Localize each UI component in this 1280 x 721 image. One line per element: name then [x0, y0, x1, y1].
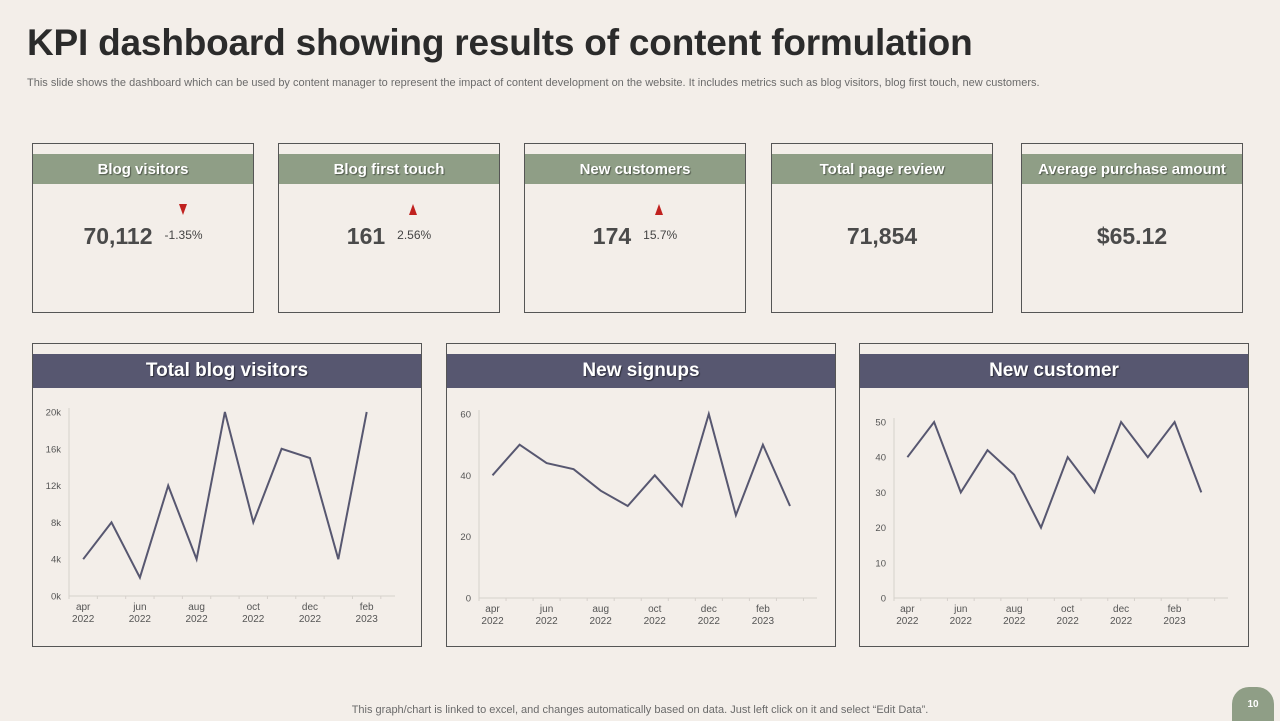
kpi-value: 71,854 [847, 223, 917, 250]
kpi-value: $65.12 [1097, 223, 1167, 250]
kpi-delta: -1.35% [165, 228, 203, 242]
x-tick-label: feb [1168, 604, 1182, 615]
x-tick-label-year: 2023 [356, 614, 379, 625]
x-tick-label-year: 2022 [1003, 616, 1026, 627]
kpi-label: New customers [525, 154, 745, 184]
kpi-delta: 2.56% [397, 228, 431, 242]
kpi-delta-text: 2.56% [397, 228, 431, 242]
x-tick-label: jun [539, 604, 553, 615]
page-number: 10 [1232, 687, 1274, 721]
y-tick-label: 4k [51, 555, 61, 566]
y-tick-label: 20k [46, 408, 62, 419]
x-tick-label: dec [701, 604, 717, 615]
y-tick-label: 60 [460, 410, 471, 421]
x-tick-label-year: 2023 [752, 616, 775, 627]
trend-down-icon [179, 204, 187, 215]
x-tick-label-year: 2022 [644, 616, 667, 627]
kpi-value: 174 [593, 223, 631, 250]
slide-title: KPI dashboard showing results of content… [27, 22, 972, 64]
x-tick-label: aug [592, 604, 609, 615]
x-tick-label: dec [302, 602, 318, 613]
x-tick-label-year: 2022 [185, 614, 208, 625]
slide-subtitle: This slide shows the dashboard which can… [27, 77, 1257, 89]
y-tick-label: 8k [51, 518, 61, 529]
x-tick-label: jun [132, 602, 146, 613]
y-tick-label: 20 [875, 523, 886, 534]
y-tick-label: 0 [881, 594, 886, 605]
y-tick-label: 50 [875, 418, 886, 429]
kpi-label: Total page review [772, 154, 992, 184]
kpi-label: Blog first touch [279, 154, 499, 184]
kpi-card-blog-first-touch: Blog first touch 161 2.56% [278, 143, 500, 313]
x-tick-label: oct [247, 602, 261, 613]
x-tick-label-year: 2022 [242, 614, 265, 625]
x-tick-label: aug [1006, 604, 1023, 615]
kpi-card-total-page-review: Total page review 71,854 [771, 143, 993, 313]
kpi-delta-text: 15.7% [643, 228, 677, 242]
x-tick-label: feb [756, 604, 770, 615]
y-tick-label: 0k [51, 592, 61, 603]
x-tick-label: apr [900, 604, 915, 615]
y-tick-label: 40 [875, 453, 886, 464]
x-tick-label: oct [648, 604, 662, 615]
kpi-delta: 15.7% [643, 228, 677, 242]
kpi-label: Average purchase amount [1022, 154, 1242, 184]
x-tick-label: oct [1061, 604, 1075, 615]
x-tick-label-year: 2022 [950, 616, 973, 627]
x-tick-label-year: 2022 [129, 614, 152, 625]
x-tick-label: jun [953, 604, 967, 615]
kpi-delta-text: -1.35% [165, 228, 203, 242]
x-tick-label-year: 2022 [299, 614, 322, 625]
y-tick-label: 30 [875, 488, 886, 499]
x-tick-label-year: 2022 [1110, 616, 1133, 627]
x-tick-label-year: 2022 [535, 616, 558, 627]
trend-up-icon [655, 204, 663, 215]
kpi-card-new-customers: New customers 174 15.7% [524, 143, 746, 313]
series-line [83, 412, 367, 578]
y-tick-label: 40 [460, 471, 471, 482]
y-tick-label: 16k [46, 444, 62, 455]
x-tick-label-year: 2022 [1057, 616, 1080, 627]
y-tick-label: 20 [460, 532, 471, 543]
kpi-card-average-purchase-amount: Average purchase amount $65.12 [1021, 143, 1243, 313]
x-tick-label: aug [188, 602, 205, 613]
y-tick-label: 10 [875, 558, 886, 569]
x-tick-label-year: 2022 [481, 616, 504, 627]
trend-up-icon [409, 204, 417, 215]
y-tick-label: 12k [46, 481, 62, 492]
x-tick-label: feb [360, 602, 374, 613]
x-tick-label-year: 2022 [698, 616, 721, 627]
kpi-value: 161 [347, 223, 385, 250]
footer-note: This graph/chart is linked to excel, and… [0, 704, 1280, 716]
x-tick-label: apr [76, 602, 91, 613]
line-chart-new-customer: 01020304050apr2022jun2022aug2022oct2022d… [860, 344, 1248, 646]
x-tick-label-year: 2022 [896, 616, 919, 627]
x-tick-label-year: 2022 [590, 616, 613, 627]
y-tick-label: 0 [466, 594, 471, 605]
line-chart-new-signups: 0204060apr2022jun2022aug2022oct2022dec20… [447, 344, 835, 646]
x-tick-label-year: 2022 [72, 614, 95, 625]
x-tick-label: dec [1113, 604, 1129, 615]
kpi-label: Blog visitors [33, 154, 253, 184]
series-line [907, 422, 1201, 528]
x-tick-label: apr [485, 604, 500, 615]
series-line [493, 414, 791, 515]
x-tick-label-year: 2023 [1163, 616, 1186, 627]
kpi-value: 70,112 [83, 223, 152, 250]
line-chart-total-blog-visitors: 0k4k8k12k16k20kapr2022jun2022aug2022oct2… [33, 344, 421, 646]
kpi-card-blog-visitors: Blog visitors 70,112 -1.35% [32, 143, 254, 313]
